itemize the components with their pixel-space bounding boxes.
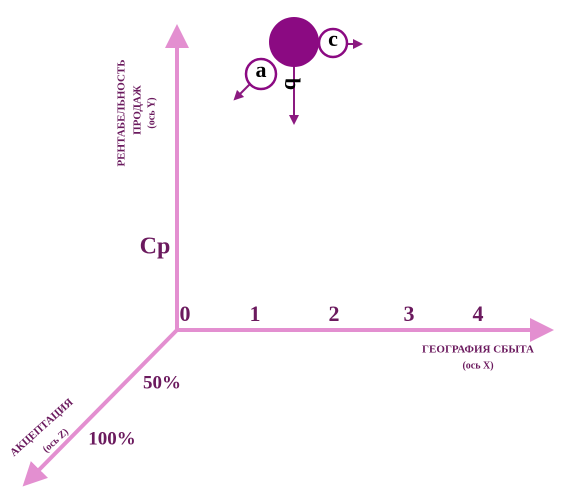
x-tick-label: 4 [473, 301, 484, 326]
z-axis [22, 328, 179, 487]
y-axis-label: ПРОДАЖ [132, 85, 144, 135]
bubble [269, 17, 319, 67]
node-c [317, 27, 349, 59]
y-axis-label: РЕНТАБЕЛЬНОСТЬ [116, 59, 128, 166]
y-axis-mark: Ср [140, 234, 171, 260]
z-tick-label: 50% [143, 372, 181, 393]
node-label: b [280, 78, 305, 90]
x-axis-label: ГЕОГРАФИЯ СБЫТА [422, 344, 534, 356]
x-tick-label: 1 [250, 301, 261, 326]
x-tick-label: 2 [329, 301, 340, 326]
vector-a [233, 83, 251, 101]
y-axis-note: (ось Y) [146, 97, 157, 128]
node-label: a [256, 57, 267, 82]
node-label: c [328, 26, 338, 51]
x-tick-label: 0 [180, 301, 191, 326]
x-tick-label: 3 [404, 301, 415, 326]
node-a [244, 57, 278, 91]
z-axis-label: АКЦЕПТАЦИЯ [8, 396, 76, 459]
z-tick-label: 100% [88, 428, 136, 449]
x-axis-note: (ось X) [462, 360, 493, 371]
